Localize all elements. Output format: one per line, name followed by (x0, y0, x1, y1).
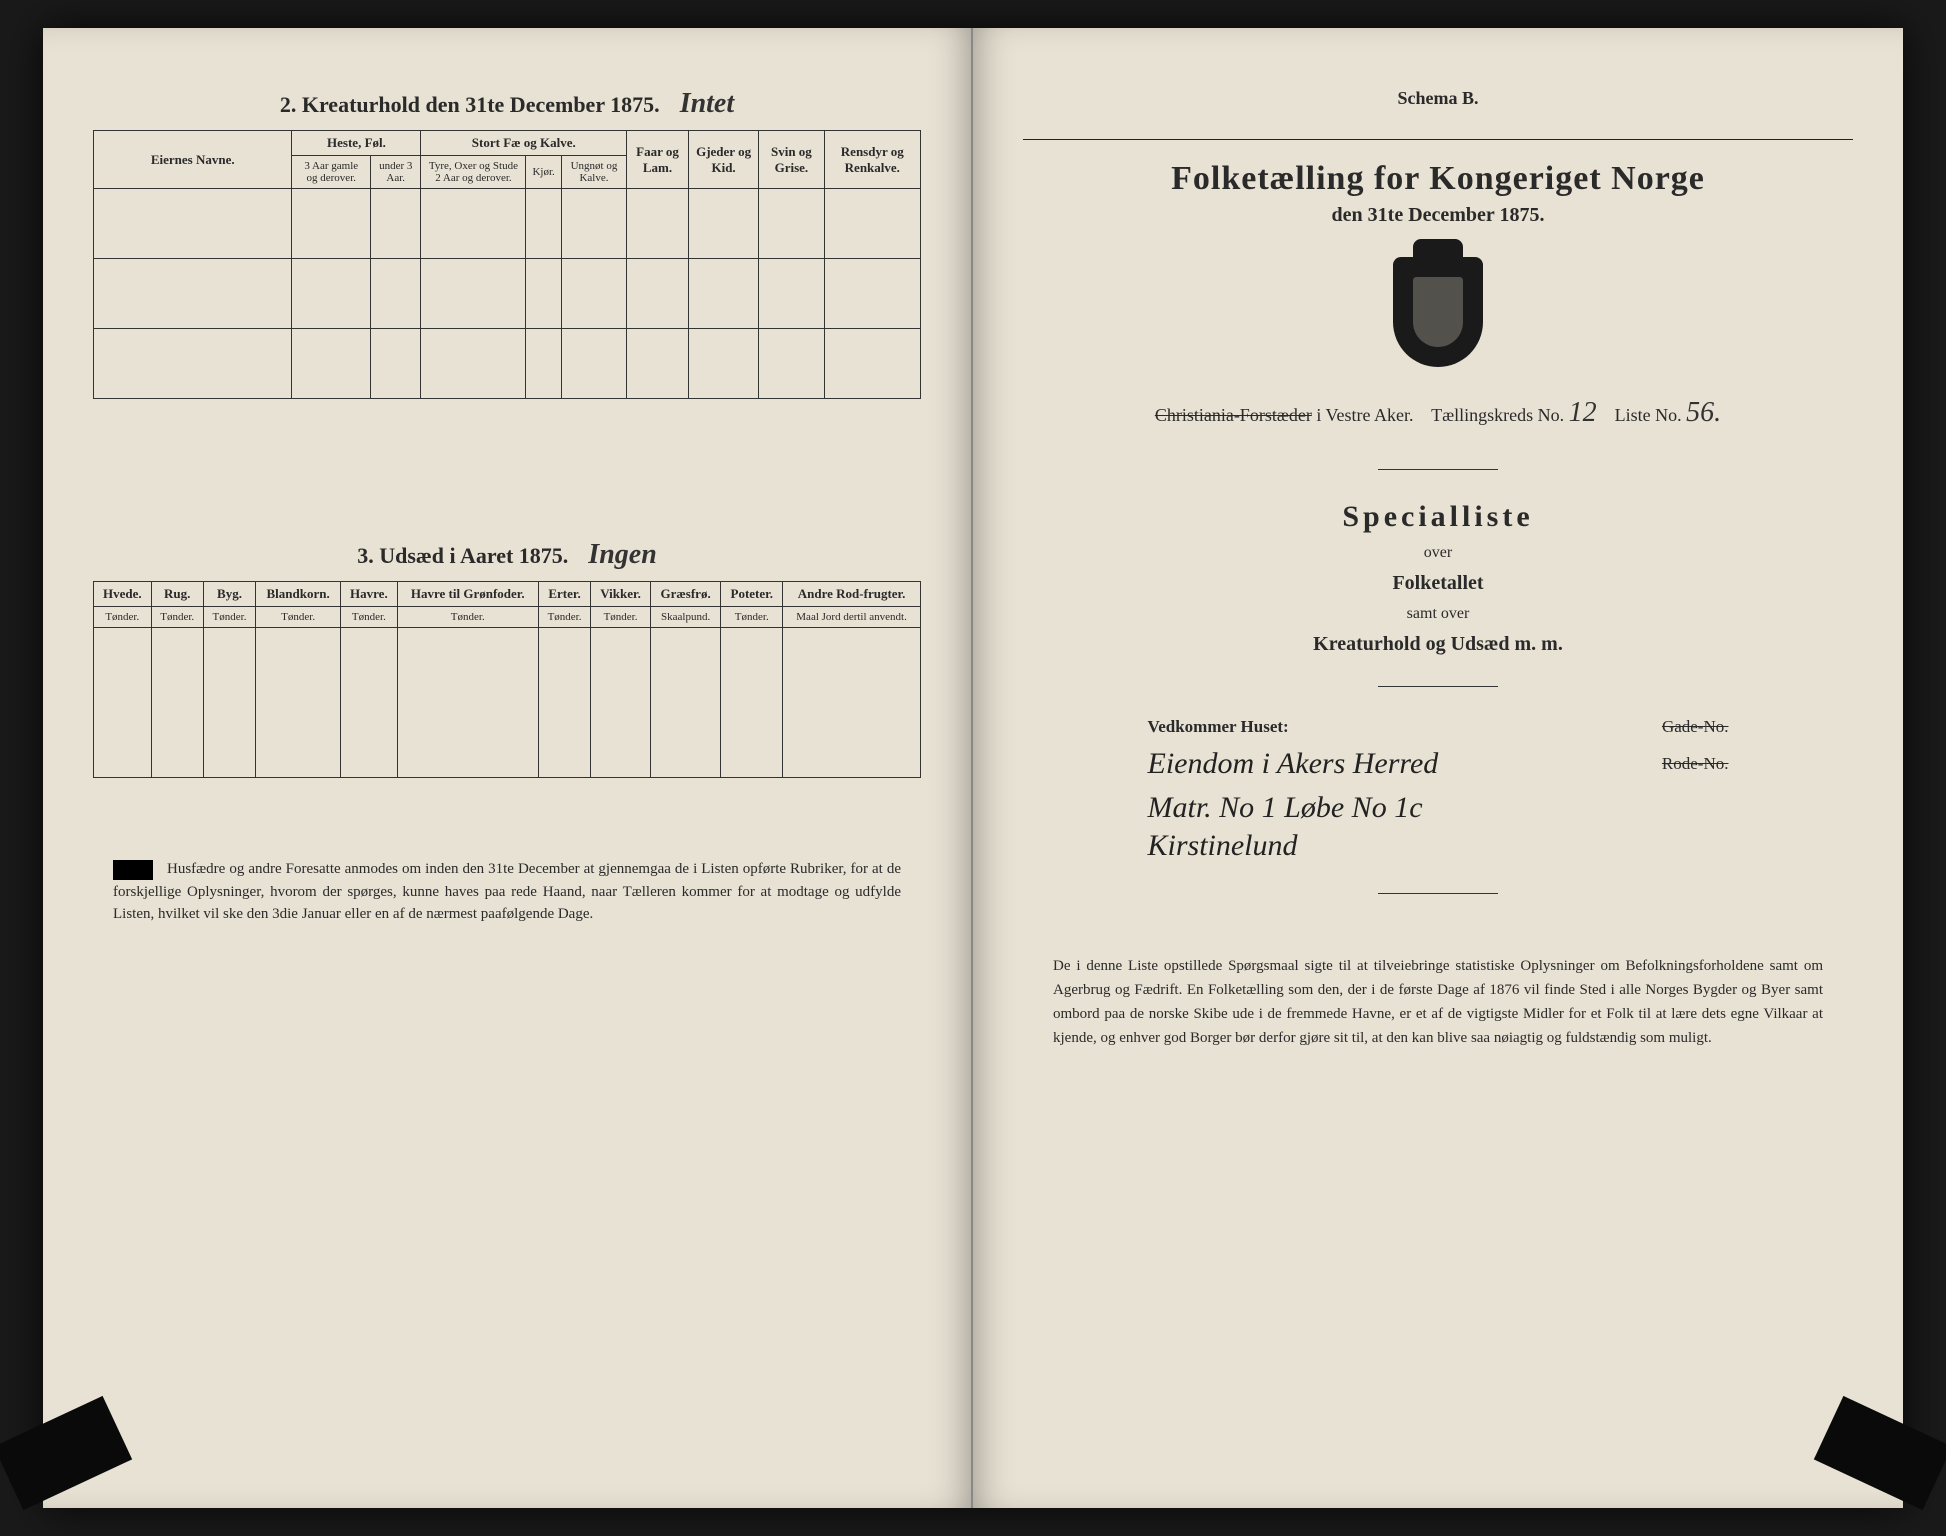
special-title: Specialliste (1023, 500, 1853, 534)
section2-title-row: 2. Kreaturhold den 31te December 1875. I… (93, 88, 921, 120)
hand-line-1: Eiendom i Akers Herred (1148, 747, 1439, 781)
hand-line-3: Kirstinelund (1148, 829, 1729, 863)
main-title: Folketælling for Kongeriget Norge (1023, 160, 1853, 198)
th-oats: Havre. (341, 582, 397, 607)
th-potatoes: Poteter. (721, 582, 783, 607)
th-horses-sub1: 3 Aar gamle og derover. (292, 156, 371, 189)
th-reindeer: Rensdyr og Renkalve. (824, 131, 920, 189)
sub-title: den 31te December 1875. (1023, 204, 1853, 227)
th-unit: Tønder. (94, 607, 152, 628)
th-pigs: Svin og Grise. (759, 131, 824, 189)
th-sheep: Faar og Lam. (627, 131, 689, 189)
ornament-divider (1378, 469, 1498, 470)
corner-tab (0, 1396, 132, 1510)
livestock-row (94, 329, 921, 399)
th-peas: Erter. (538, 582, 590, 607)
th-unit: Tønder. (151, 607, 203, 628)
section2-title: 2. Kreaturhold den 31te December 1875. (280, 92, 660, 118)
th-goats: Gjeder og Kid. (688, 131, 758, 189)
corner-tab (1814, 1396, 1946, 1510)
divider (1023, 139, 1853, 140)
section3-handnote: Ingen (588, 539, 656, 571)
th-unit: Tønder. (591, 607, 651, 628)
section3-title: 3. Udsæd i Aaret 1875. (357, 543, 568, 569)
th-horses-sub2: under 3 Aar. (371, 156, 421, 189)
ornament-divider (1378, 686, 1498, 687)
th-barley: Byg. (203, 582, 255, 607)
ornament-divider (1378, 893, 1498, 894)
open-book: 2. Kreaturhold den 31te December 1875. I… (43, 28, 1903, 1508)
coat-of-arms-icon (1393, 257, 1483, 367)
over-label: over (1023, 544, 1853, 562)
th-unit: Tønder. (341, 607, 397, 628)
th-unit-grass: Skaalpund. (650, 607, 720, 628)
livestock-row (94, 259, 921, 329)
gade-no-strike: Gade-No. (1662, 717, 1729, 737)
liste-no: 56. (1686, 397, 1721, 428)
th-unit: Tønder. (538, 607, 590, 628)
hand-line-2: Matr. No 1 Løbe No 1c (1148, 791, 1729, 825)
schema-label: Schema B. (1023, 88, 1853, 109)
kreds-label: Tællingskreds No. (1431, 405, 1564, 425)
th-oats-fodder: Havre til Grønfoder. (397, 582, 538, 607)
th-unit: Tønder. (203, 607, 255, 628)
district-in: i Vestre Aker. (1316, 405, 1413, 425)
kreaturhold-label: Kreaturhold og Udsæd m. m. (1023, 633, 1853, 656)
sowing-row (94, 628, 921, 778)
th-unit-roots: Maal Jord dertil anvendt. (783, 607, 921, 628)
left-footer-text: Husfædre og andre Foresatte anmodes om i… (113, 861, 901, 922)
th-mixed: Blandkorn. (256, 582, 341, 607)
district-strike: Christiania-Forstæder (1155, 405, 1312, 425)
th-wheat: Hvede. (94, 582, 152, 607)
th-unit: Tønder. (397, 607, 538, 628)
th-cattle: Stort Fæ og Kalve. (421, 131, 627, 156)
th-roots: Andre Rod-frugter. (783, 582, 921, 607)
kreds-no: 12 (1569, 397, 1597, 428)
folketallet-label: Folketallet (1023, 572, 1853, 595)
th-vetch: Vikker. (591, 582, 651, 607)
left-footer: Husfædre og andre Foresatte anmodes om i… (93, 858, 921, 926)
th-cattle-sub3: Ungnøt og Kalve. (561, 156, 626, 189)
livestock-row (94, 189, 921, 259)
left-page: 2. Kreaturhold den 31te December 1875. I… (43, 28, 973, 1508)
th-unit: Tønder. (256, 607, 341, 628)
th-horses: Heste, Føl. (292, 131, 421, 156)
rode-no-strike: Rode-No. (1662, 754, 1729, 774)
right-footer: De i denne Liste opstillede Spørgsmaal s… (1023, 954, 1853, 1050)
th-owners: Eiernes Navne. (94, 131, 292, 189)
th-grass: Græsfrø. (650, 582, 720, 607)
house-section: Vedkommer Huset: Gade-No. Eiendom i Aker… (1148, 717, 1729, 863)
section3-title-row: 3. Udsæd i Aaret 1875. Ingen (93, 539, 921, 571)
liste-label: Liste No. (1615, 405, 1682, 425)
vedkommer-label: Vedkommer Huset: (1148, 717, 1289, 737)
th-cattle-sub2: Kjør. (526, 156, 561, 189)
district-line: Christiania-Forstæder i Vestre Aker. Tæl… (1023, 397, 1853, 429)
section2-handnote: Intet (680, 88, 734, 120)
th-cattle-sub1: Tyre, Oxer og Stude 2 Aar og derover. (421, 156, 526, 189)
pointing-hand-icon (113, 860, 153, 880)
sowing-table: Hvede. Rug. Byg. Blandkorn. Havre. Havre… (93, 581, 921, 778)
samt-over-label: samt over (1023, 605, 1853, 623)
th-unit: Tønder. (721, 607, 783, 628)
right-page: Schema B. Folketælling for Kongeriget No… (973, 28, 1903, 1508)
livestock-table: Eiernes Navne. Heste, Føl. Stort Fæ og K… (93, 130, 921, 399)
th-rye: Rug. (151, 582, 203, 607)
